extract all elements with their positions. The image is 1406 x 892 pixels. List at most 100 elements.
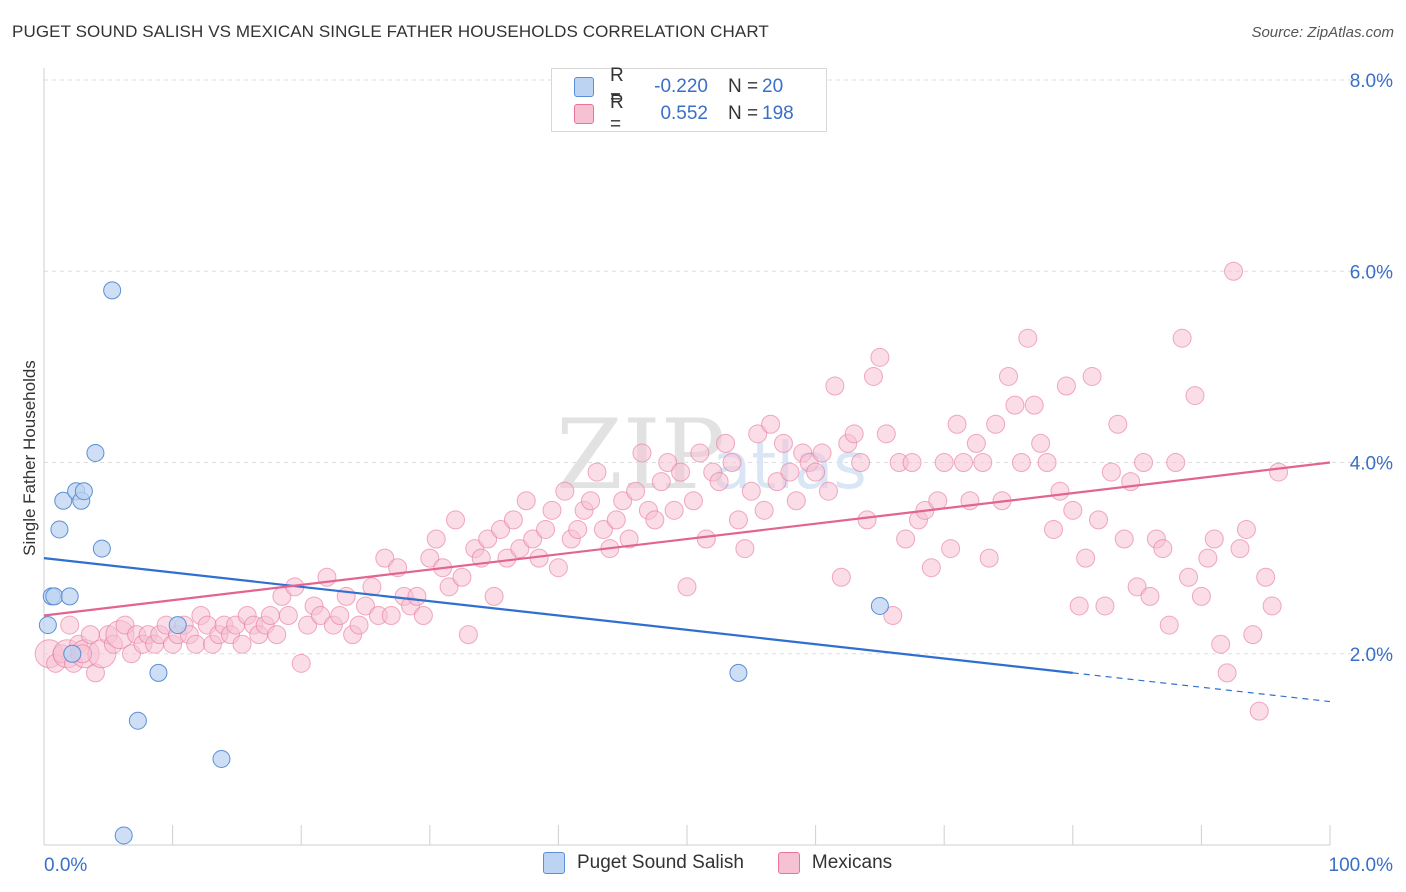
mexicans-point bbox=[291, 653, 311, 673]
mexicans-point bbox=[420, 548, 440, 568]
mexicans-point bbox=[1159, 615, 1179, 635]
mexicans-point bbox=[999, 366, 1018, 386]
mexicans-point bbox=[870, 347, 890, 367]
legend-n-label: N = bbox=[728, 103, 759, 124]
mexicans-point bbox=[851, 453, 871, 472]
mexicans-point bbox=[446, 510, 466, 530]
mexicans-point bbox=[497, 548, 517, 568]
mexicans-point bbox=[1011, 453, 1031, 472]
puget-sound-salish-point bbox=[74, 482, 93, 501]
mexicans-point bbox=[478, 529, 498, 549]
mexicans-point bbox=[536, 519, 556, 539]
legend-n-value: 198 bbox=[762, 103, 794, 124]
legend-n-value: 20 bbox=[762, 76, 784, 97]
mexicans-point bbox=[1031, 433, 1051, 453]
y-tick-label: 8.0% bbox=[1350, 71, 1393, 92]
mexicans-point bbox=[735, 539, 755, 559]
puget-sound-salish-point bbox=[870, 596, 889, 615]
mexicans-point bbox=[375, 548, 395, 568]
puget-sound-salish-point bbox=[86, 443, 105, 462]
series-legend: Puget Sound Salish Mexicans bbox=[543, 852, 926, 874]
mexicans-point bbox=[941, 539, 961, 559]
legend-row-mexicans: R = 0.552 N = 198 bbox=[574, 92, 796, 135]
mexicans-point bbox=[1217, 663, 1237, 683]
mexicans-point bbox=[516, 491, 536, 511]
mexicans-point bbox=[883, 606, 903, 625]
mexicans-point bbox=[606, 510, 626, 530]
mexicans-point bbox=[780, 462, 800, 482]
series-legend-puget[interactable]: Puget Sound Salish bbox=[543, 852, 744, 874]
y-tick-label: 4.0% bbox=[1350, 454, 1393, 475]
puget-sound-salish-point bbox=[128, 711, 147, 730]
mexicans-point bbox=[626, 481, 646, 501]
mexicans-point bbox=[953, 453, 973, 472]
mexicans-point bbox=[330, 606, 350, 625]
mexicans-point bbox=[1236, 519, 1256, 539]
mexicans-point bbox=[484, 586, 504, 606]
mexicans-point bbox=[825, 376, 845, 396]
mexicans-point bbox=[645, 510, 665, 530]
mexicans-point bbox=[1230, 539, 1250, 559]
puget-sound-salish-point bbox=[149, 663, 168, 682]
mexicans-point bbox=[696, 529, 716, 549]
tick-labels: 2.0% 4.0% 6.0% 8.0% 0.0% 100.0% bbox=[44, 71, 1393, 876]
mexicans-point bbox=[568, 519, 588, 539]
mexicans-point bbox=[1108, 414, 1128, 434]
mexicans-point bbox=[548, 558, 568, 578]
mexicans-point bbox=[947, 414, 967, 434]
mexicans-point bbox=[986, 414, 1006, 434]
mexicans-point bbox=[439, 577, 459, 597]
mexicans-point bbox=[1224, 261, 1244, 281]
mexicans-point bbox=[921, 558, 941, 578]
mexicans-trendline bbox=[43, 461, 1331, 617]
mexicans-point bbox=[786, 491, 806, 511]
mexicans-point bbox=[310, 606, 330, 625]
mexicans-points bbox=[34, 261, 1289, 721]
mexicans-point bbox=[863, 366, 883, 386]
mexicans-point bbox=[966, 433, 986, 453]
y-tick-label: 6.0% bbox=[1350, 262, 1393, 283]
mexicans-point bbox=[1101, 462, 1121, 482]
x-tick-label: 0.0% bbox=[44, 855, 87, 876]
mexicans-point bbox=[555, 481, 575, 501]
mexicans-point bbox=[683, 491, 703, 511]
puget-sound-salish-point bbox=[54, 491, 73, 510]
series-legend-mexicans[interactable]: Mexicans bbox=[777, 852, 892, 874]
mexicans-point bbox=[458, 625, 478, 645]
legend-swatch-blue bbox=[574, 77, 594, 97]
mexicans-point bbox=[1166, 453, 1186, 472]
mexicans-point bbox=[896, 529, 916, 549]
mexicans-point bbox=[1134, 453, 1154, 472]
mexicans-point bbox=[510, 539, 530, 559]
legend-n-label: N = bbox=[728, 76, 759, 97]
y-axis-label: Single Father Households bbox=[20, 360, 39, 556]
mexicans-point bbox=[632, 443, 652, 463]
puget-sound-salish-point bbox=[103, 281, 122, 300]
mexicans-point bbox=[1191, 586, 1211, 606]
mexicans-point bbox=[1056, 376, 1076, 396]
mexicans-point bbox=[1243, 625, 1263, 645]
correlation-legend: R = -0.220 N = 20 R = 0.552 N = 198 bbox=[551, 65, 827, 135]
mexicans-point bbox=[716, 433, 736, 453]
mexicans-point bbox=[362, 577, 382, 597]
mexicans-point bbox=[613, 491, 633, 511]
mexicans-point bbox=[722, 453, 742, 472]
mexicans-point bbox=[356, 596, 375, 616]
mexicans-point bbox=[1076, 548, 1096, 568]
mexicans-point bbox=[812, 443, 832, 463]
axes bbox=[43, 68, 1331, 846]
mexicans-point bbox=[267, 625, 287, 645]
mexicans-point bbox=[664, 500, 684, 520]
puget-sound-salish-point bbox=[168, 616, 187, 635]
puget-sound-salish-point bbox=[50, 520, 69, 539]
puget-sound-salish-trendline bbox=[43, 557, 1073, 674]
mexicans-point bbox=[761, 414, 781, 434]
mexicans-point bbox=[523, 529, 543, 549]
mexicans-point bbox=[593, 519, 613, 539]
mexicans-point bbox=[426, 529, 446, 549]
mexicans-point bbox=[1198, 548, 1218, 568]
mexicans-point bbox=[1050, 481, 1070, 501]
mexicans-point bbox=[503, 510, 523, 530]
mexicans-point bbox=[186, 634, 206, 654]
legend-r-value: -0.220 bbox=[654, 76, 708, 97]
